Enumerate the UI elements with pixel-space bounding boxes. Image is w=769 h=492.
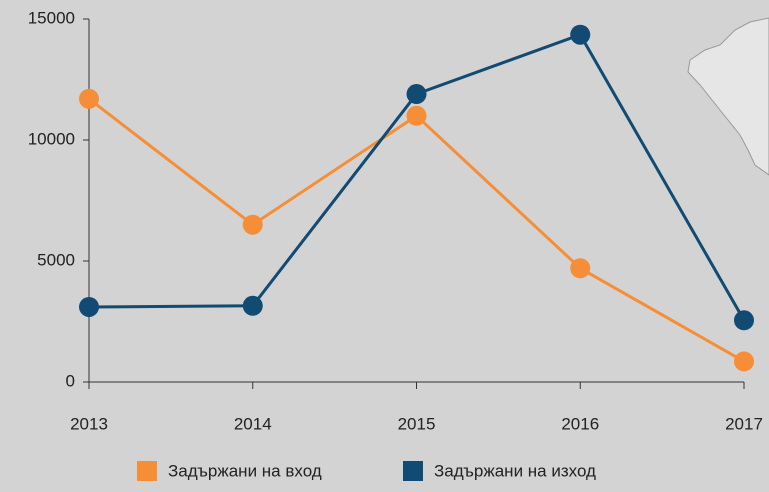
data-point xyxy=(79,88,99,109)
data-point xyxy=(734,351,754,372)
series-line xyxy=(88,97,745,363)
legend-swatch xyxy=(137,461,157,481)
series-line xyxy=(88,32,746,322)
y-tick-label: 0 xyxy=(66,371,75,390)
data-point xyxy=(406,84,427,105)
y-tick-label: 5000 xyxy=(37,250,75,269)
background-map xyxy=(687,17,769,176)
data-point xyxy=(79,296,99,317)
legend-label: Задържани на вход xyxy=(168,461,322,480)
data-point xyxy=(242,214,263,235)
x-tick-label: 2015 xyxy=(398,414,436,433)
data-point xyxy=(734,310,754,331)
x-tick-label: 2017 xyxy=(725,414,763,433)
x-tick-label: 2014 xyxy=(234,414,272,433)
data-point xyxy=(406,105,427,126)
data-point xyxy=(242,295,263,316)
legend-label: Задържани на изход xyxy=(434,461,596,480)
y-tick-label: 10000 xyxy=(28,129,75,148)
x-tick-label: 2016 xyxy=(561,414,599,433)
y-tick-label: 15000 xyxy=(28,8,75,27)
data-point xyxy=(570,24,591,45)
data-point xyxy=(570,258,591,279)
legend-swatch xyxy=(403,461,423,481)
x-tick-label: 2013 xyxy=(70,414,108,433)
